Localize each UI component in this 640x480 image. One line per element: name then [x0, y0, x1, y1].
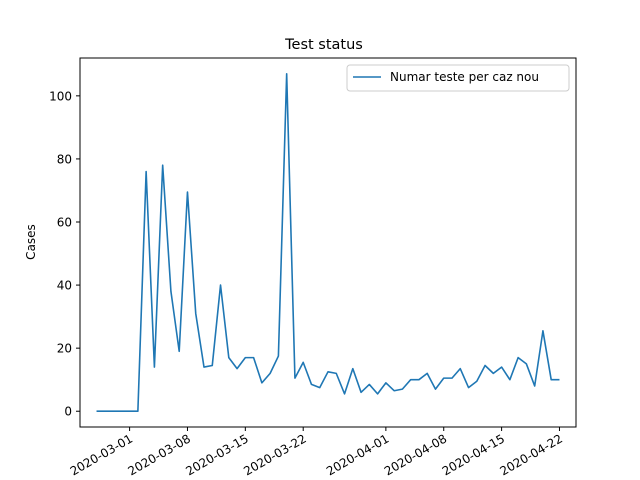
series-layer	[96, 72, 560, 413]
y-tick-label: 60	[57, 216, 72, 230]
legend: Numar teste per caz nou	[346, 64, 570, 92]
x-tick-label: 2020-04-22	[498, 431, 565, 478]
y-tick-label: 80	[57, 152, 72, 166]
plot-area	[80, 58, 576, 427]
x-tick-label: 2020-04-08	[382, 431, 449, 478]
x-tick-label: 2020-03-08	[126, 431, 193, 478]
y-tick-label: 40	[57, 279, 72, 293]
legend-box	[346, 64, 570, 92]
x-tick-label: 2020-03-15	[183, 431, 250, 478]
chart-title: Test status	[284, 37, 363, 53]
y-tick-label: 100	[49, 89, 72, 103]
x-tick-label: 2020-04-15	[440, 431, 507, 478]
y-tick-label: 0	[64, 405, 72, 419]
plot-frame	[79, 57, 577, 428]
y-tick-label: 20	[57, 342, 72, 356]
y-axis-label: Cases	[24, 224, 38, 260]
x-tick-label: 2020-03-01	[68, 431, 135, 478]
x-tick-label: 2020-04-01	[324, 431, 391, 478]
series-line	[96, 72, 560, 413]
legend-label: Numar teste per caz nou	[390, 70, 539, 84]
x-tick-label: 2020-03-22	[241, 431, 308, 478]
